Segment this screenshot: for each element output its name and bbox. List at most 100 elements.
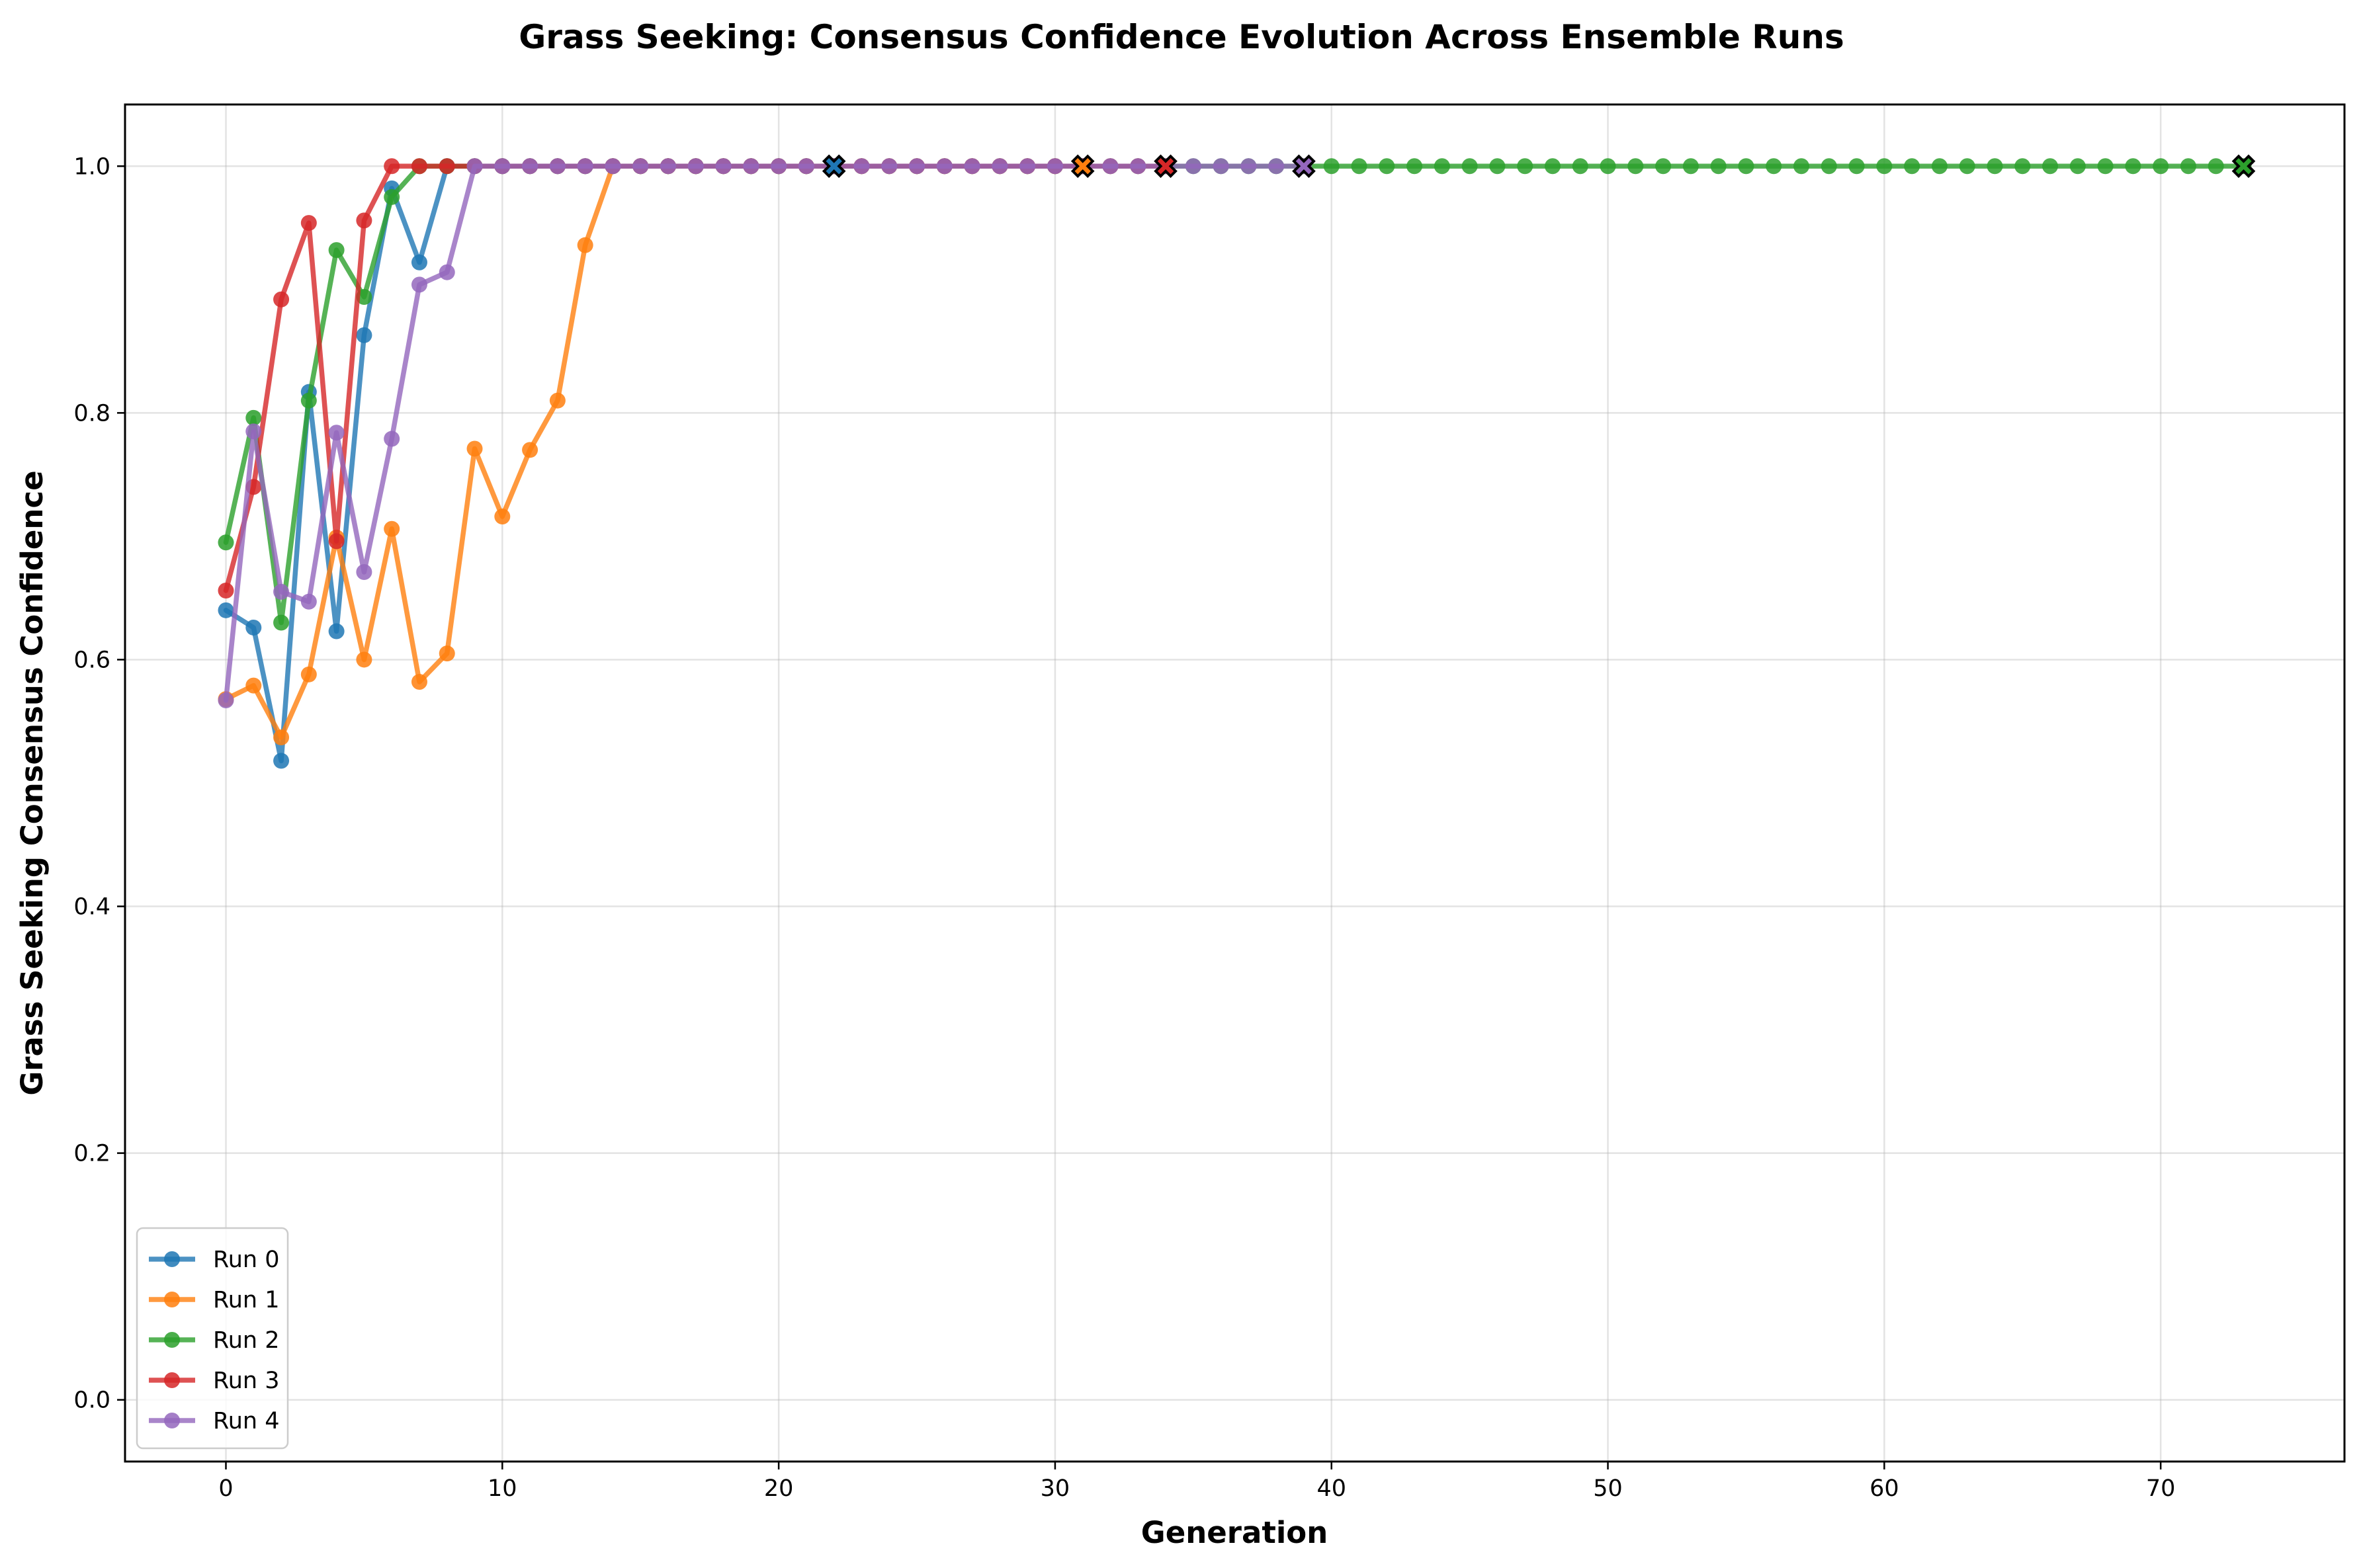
series-run-1 [218, 158, 1091, 745]
x-tick-label: 50 [1593, 1475, 1623, 1502]
legend-label: Run 2 [213, 1327, 280, 1354]
data-point [1019, 158, 1036, 175]
data-point [1213, 158, 1229, 175]
data-point [1738, 158, 1754, 175]
data-point [522, 158, 538, 175]
data-point [2153, 158, 2169, 175]
data-point [1406, 158, 1423, 175]
data-point [549, 392, 566, 409]
legend-label: Run 3 [213, 1368, 280, 1394]
data-point [356, 327, 372, 343]
final-marker-run-2 [2231, 154, 2256, 179]
legend-label: Run 1 [213, 1287, 280, 1313]
data-point [245, 409, 262, 426]
data-point [356, 212, 372, 229]
data-point [384, 158, 400, 175]
data-point [218, 534, 234, 551]
data-point [466, 440, 483, 457]
legend-swatch-marker [164, 1413, 180, 1428]
data-point [2208, 158, 2224, 175]
data-point [1379, 158, 1395, 175]
data-point [1102, 158, 1119, 175]
series-layer [218, 158, 2252, 769]
data-point [1682, 158, 1699, 175]
legend-swatch-marker [164, 1372, 180, 1388]
data-point [1544, 158, 1561, 175]
data-point [2097, 158, 2114, 175]
data-point [1904, 158, 1920, 175]
grid [125, 104, 2344, 1462]
data-point [522, 442, 538, 458]
data-point [356, 651, 372, 668]
data-point [1987, 158, 2003, 175]
data-point [1130, 158, 1146, 175]
data-point [605, 158, 621, 175]
legend-label: Run 4 [213, 1408, 280, 1434]
data-point [881, 158, 898, 175]
legend-swatch-marker [164, 1332, 180, 1348]
legend-item-run-4: Run 4 [149, 1408, 280, 1434]
data-point [2014, 158, 2031, 175]
data-point [853, 158, 870, 175]
data-point [771, 158, 787, 175]
data-point [218, 582, 234, 598]
data-point [577, 237, 593, 253]
data-point [964, 158, 980, 175]
data-point [245, 677, 262, 694]
data-point [2042, 158, 2059, 175]
data-point [245, 619, 262, 636]
legend-box [136, 1227, 289, 1450]
data-point [439, 645, 455, 662]
data-point [2180, 158, 2196, 175]
data-point [384, 188, 400, 205]
x-tick-label: 60 [1869, 1475, 1899, 1502]
ticks: 0 10 20 30 40 50 60 70 0.0 0.2 0.4 0.6 0.8 1.0 [73, 153, 2175, 1502]
y-tick-label: 1.0 [73, 153, 110, 180]
x-tick-label: 20 [764, 1475, 794, 1502]
data-point [1572, 158, 1588, 175]
data-point [300, 666, 317, 682]
legend-item-run-0: Run 0 [149, 1247, 280, 1273]
data-point [300, 392, 317, 409]
data-point [743, 158, 759, 175]
y-tick-label: 0.2 [73, 1141, 110, 1167]
data-point [328, 425, 345, 441]
series-line [223, 163, 1168, 593]
y-tick-label: 0.0 [73, 1387, 110, 1414]
data-point [1268, 158, 1285, 175]
x-tick-label: 10 [488, 1475, 517, 1502]
data-point [273, 291, 290, 308]
chart-title: Grass Seeking: Consensus Confidence Evol… [519, 18, 1844, 56]
data-point [687, 158, 704, 175]
data-point [273, 614, 290, 631]
data-point [273, 729, 290, 745]
data-point [1821, 158, 1837, 175]
data-point [411, 158, 427, 175]
data-point [1793, 158, 1810, 175]
data-point [273, 753, 290, 769]
x-tick-label: 70 [2146, 1475, 2176, 1502]
data-point [2125, 158, 2141, 175]
data-point [1655, 158, 1672, 175]
data-point [328, 242, 345, 259]
data-point [1848, 158, 1865, 175]
data-point [1047, 158, 1063, 175]
data-point [992, 158, 1008, 175]
data-point [660, 158, 676, 175]
data-point [439, 264, 455, 280]
data-point [411, 254, 427, 270]
data-point [218, 692, 234, 709]
data-point [1517, 158, 1533, 175]
data-point [909, 158, 925, 175]
data-point [1434, 158, 1450, 175]
data-point [245, 423, 262, 440]
data-point [549, 158, 566, 175]
data-point [1627, 158, 1644, 175]
data-point [439, 158, 455, 175]
final-markers [822, 154, 2256, 179]
data-point [1489, 158, 1506, 175]
legend-item-run-1: Run 1 [149, 1287, 280, 1313]
legend: Run 0 Run 1 Run 2 Run 3 Run 4 [136, 1227, 289, 1450]
series-line [223, 163, 837, 764]
